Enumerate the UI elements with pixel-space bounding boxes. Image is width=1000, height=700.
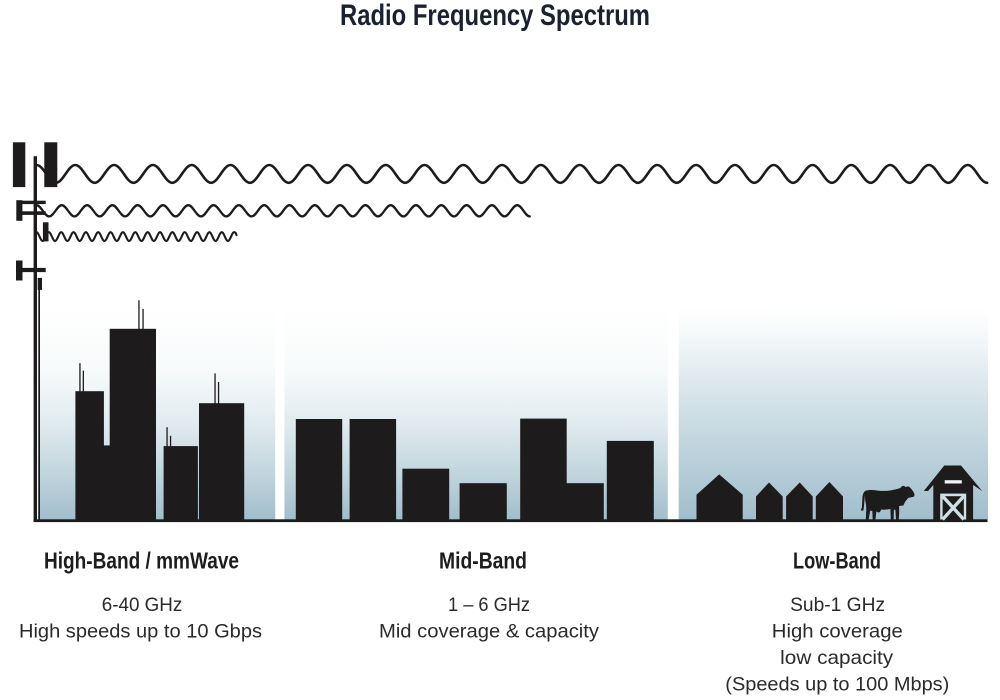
svg-text:High coverage: High coverage: [772, 622, 903, 643]
svg-text:6-40 GHz: 6-40 GHz: [102, 595, 183, 616]
svg-text:1 – 6 GHz: 1 – 6 GHz: [448, 595, 530, 616]
svg-text:Low-Band: Low-Band: [793, 548, 881, 574]
svg-text:low capacity: low capacity: [780, 648, 893, 669]
svg-text:Radio Frequency Spectrum: Radio Frequency Spectrum: [340, 0, 650, 32]
svg-text:Mid coverage & capacity: Mid coverage & capacity: [379, 622, 599, 643]
svg-text:Mid-Band: Mid-Band: [439, 548, 527, 574]
svg-text:High speeds up to 10 Gbps: High speeds up to 10 Gbps: [19, 622, 262, 643]
svg-text:(Speeds up to 100 Mbps): (Speeds up to 100 Mbps): [725, 674, 949, 695]
svg-text:High-Band / mmWave: High-Band / mmWave: [44, 548, 239, 574]
svg-text:Sub-1 GHz: Sub-1 GHz: [790, 595, 885, 616]
